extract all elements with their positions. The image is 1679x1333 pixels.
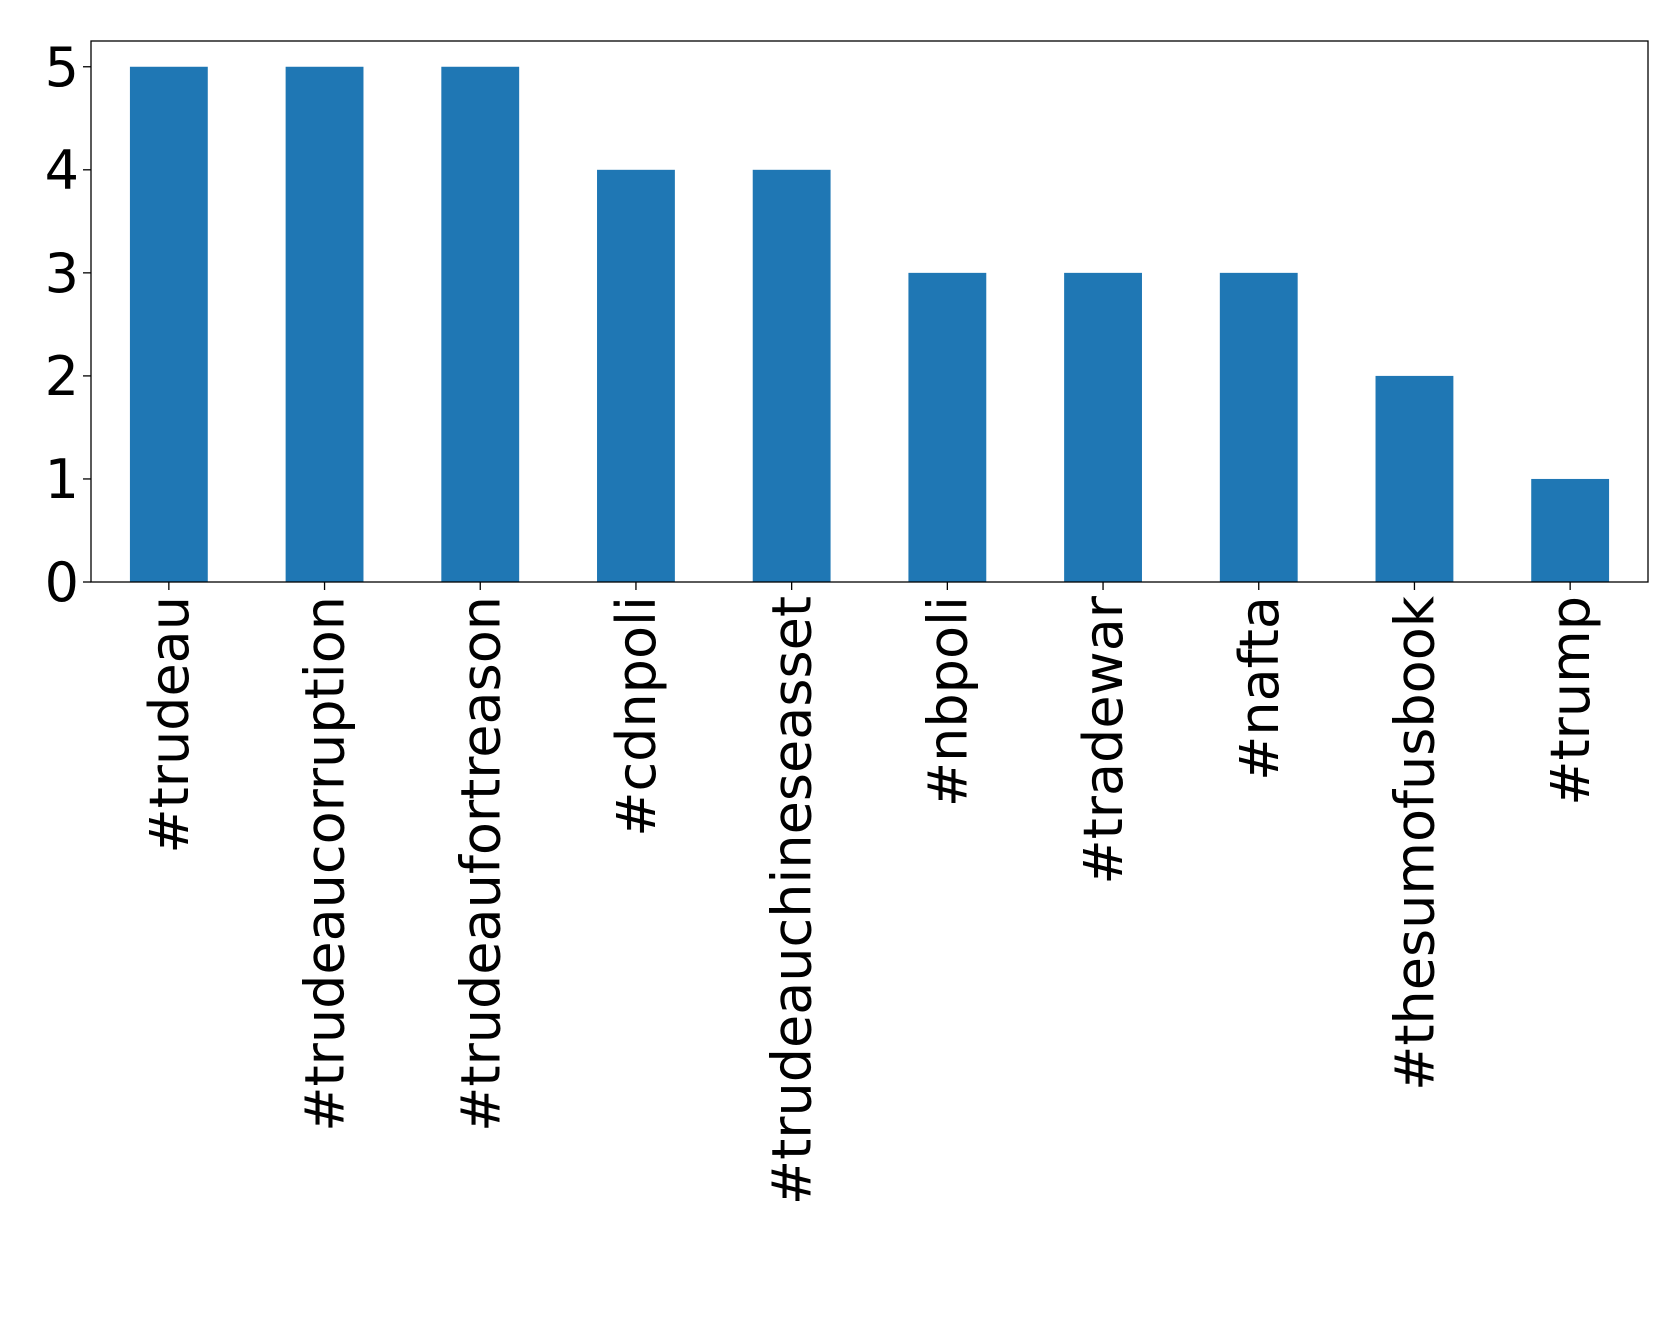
y-tick-label: 2 bbox=[45, 345, 79, 408]
x-tick-label: #tradewar bbox=[1072, 595, 1135, 884]
bar bbox=[908, 272, 987, 582]
x-tick-label: #thesumofusbook bbox=[1383, 595, 1446, 1091]
bar bbox=[752, 169, 831, 583]
y-tick-label: 1 bbox=[45, 448, 79, 511]
bar bbox=[597, 169, 675, 583]
x-tick-label: #nafta bbox=[1228, 596, 1291, 781]
y-tick-label: 5 bbox=[45, 36, 79, 99]
y-tick-label: 3 bbox=[45, 242, 79, 305]
bar bbox=[129, 66, 208, 582]
bar bbox=[285, 66, 364, 582]
x-tick-label: #nbpoli bbox=[916, 596, 979, 807]
x-tick-label: #trump bbox=[1539, 596, 1602, 806]
x-tick-label: #trudeauchineseasset bbox=[761, 596, 824, 1205]
x-tick-label: #trudeau bbox=[138, 596, 201, 854]
x-tick-label: #trudeaucorruption bbox=[294, 596, 357, 1132]
y-tick-label: 0 bbox=[45, 551, 79, 614]
y-tick-label: 4 bbox=[45, 139, 79, 202]
bar bbox=[441, 66, 520, 582]
plot-frame bbox=[90, 40, 1649, 583]
bar bbox=[1531, 478, 1610, 582]
bar bbox=[1375, 375, 1454, 582]
x-tick-label: #trudeaufortreason bbox=[449, 596, 512, 1132]
bar bbox=[1219, 272, 1298, 582]
x-tick-label: #cdnpoli bbox=[605, 596, 668, 837]
bar bbox=[1064, 272, 1142, 582]
